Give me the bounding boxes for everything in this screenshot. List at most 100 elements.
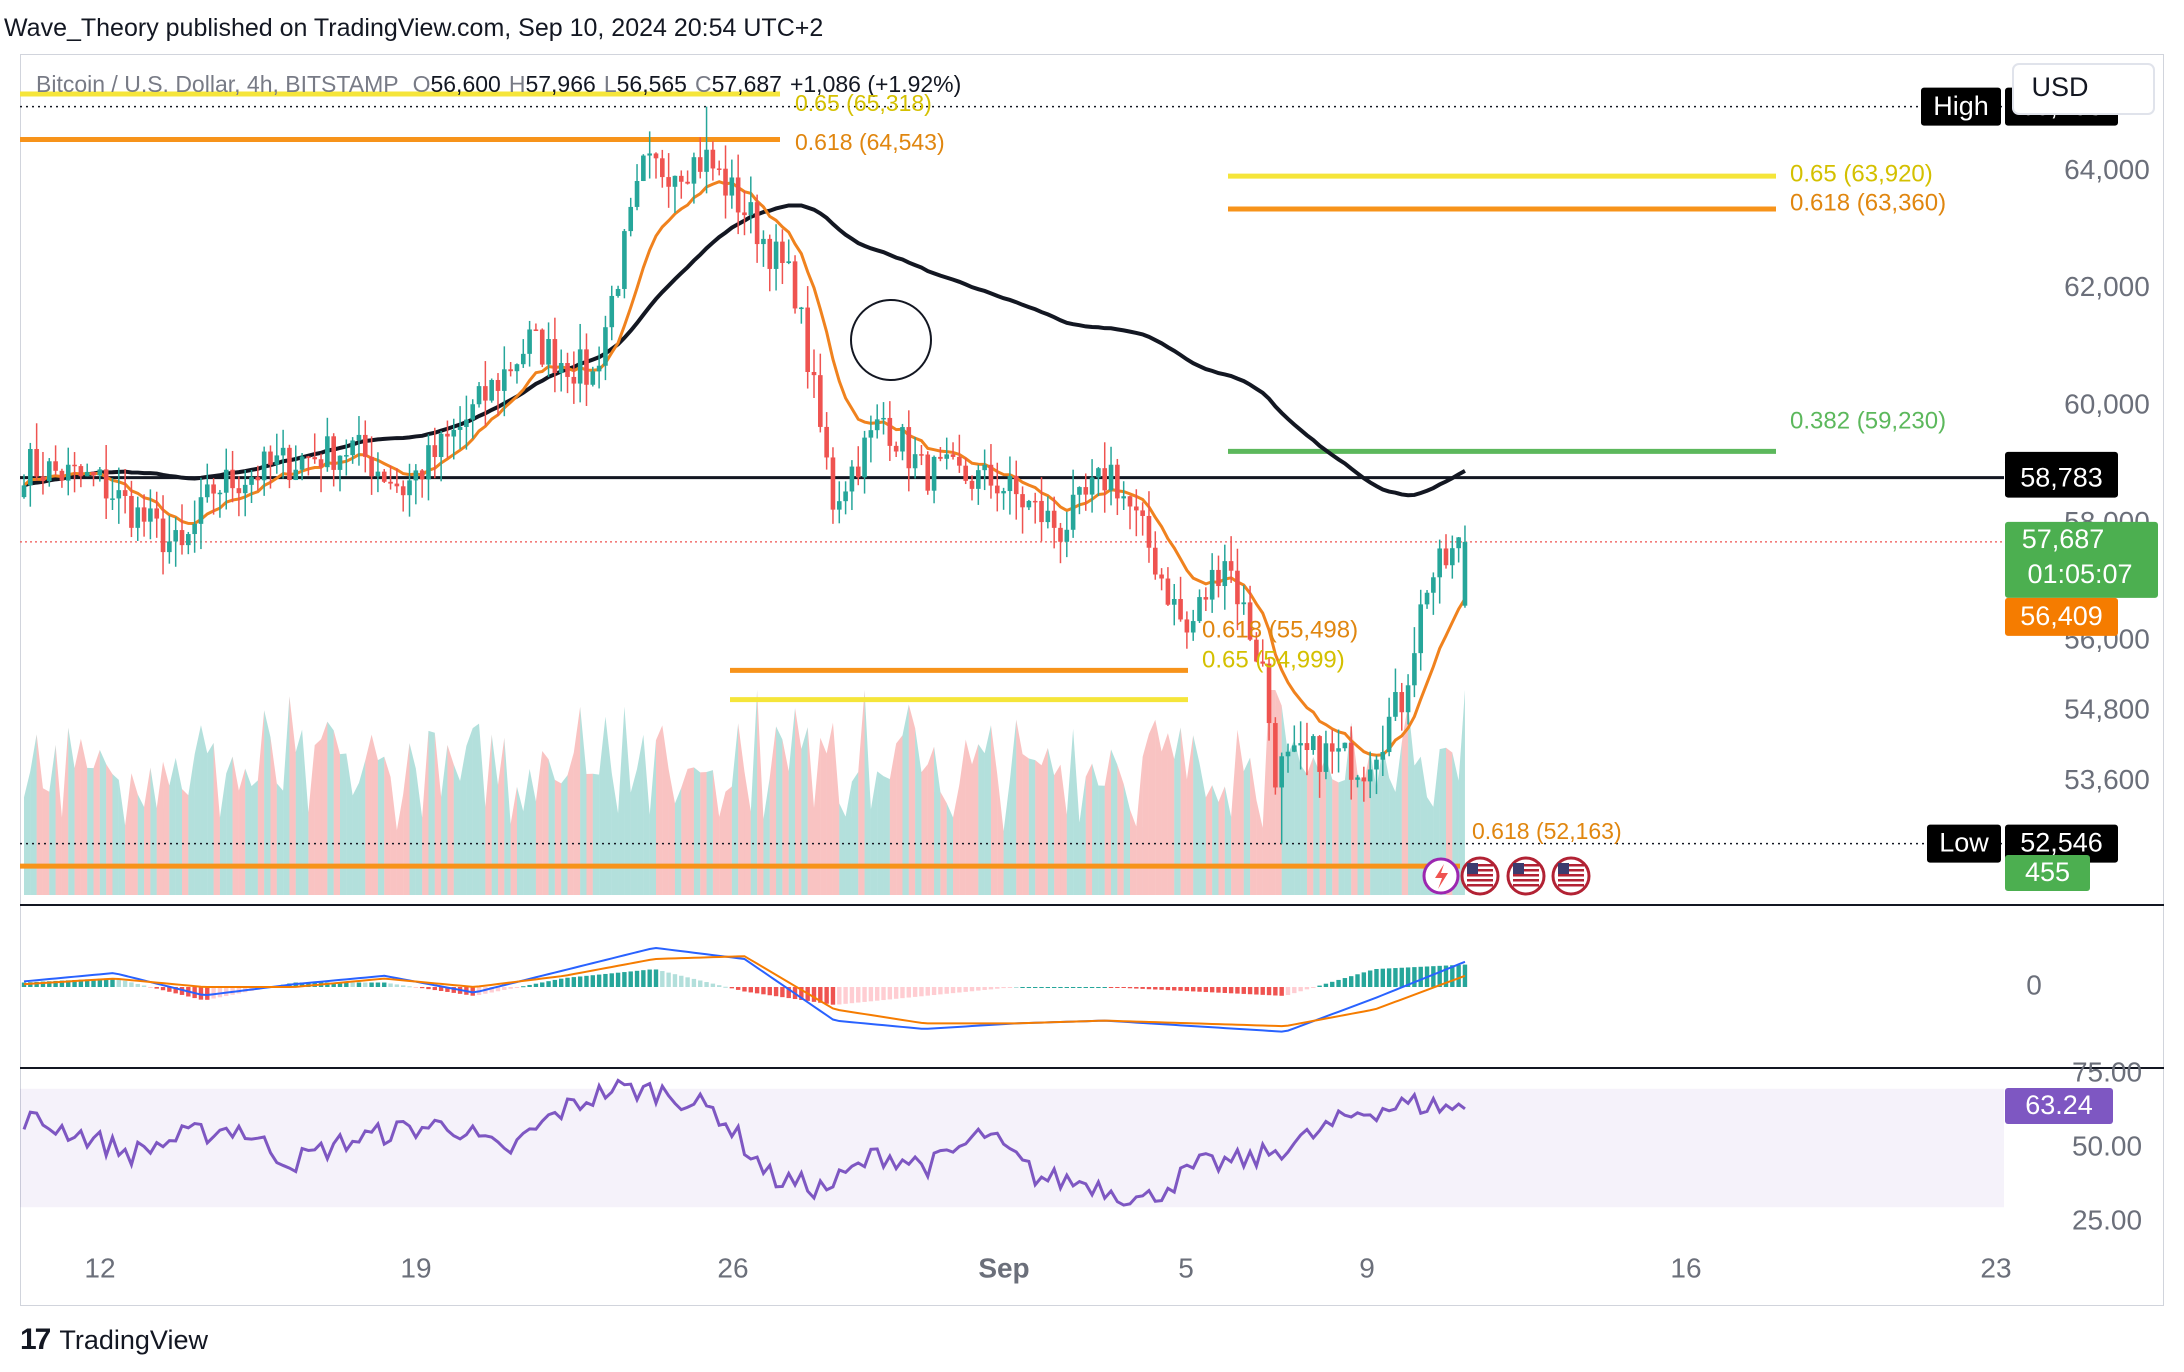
volume-area	[795, 708, 802, 895]
macd-histogram-bar	[1254, 987, 1259, 995]
volume-area	[1041, 747, 1048, 895]
footer-brand[interactable]: 17 TradingView	[20, 1322, 208, 1358]
volume-area	[219, 773, 227, 895]
macd-histogram-bar	[21, 982, 27, 987]
volume-area	[441, 744, 448, 895]
candle-body	[1102, 468, 1108, 491]
volume-area	[112, 774, 119, 895]
macd-histogram-bar	[925, 987, 930, 996]
candle-body	[1171, 599, 1177, 605]
macd-histogram-bar	[407, 986, 412, 988]
candle-body	[1374, 759, 1379, 770]
macd-histogram-bar	[167, 987, 172, 992]
candle-body	[419, 470, 425, 480]
volume-area	[466, 728, 473, 895]
low-value-tag: 52,546	[2020, 828, 2103, 858]
volume-area	[858, 690, 865, 895]
volume-area	[1363, 750, 1371, 895]
price-tick-label: 54,800	[2064, 694, 2150, 725]
volume-area	[498, 737, 505, 895]
macd-histogram-bar	[1456, 964, 1461, 987]
volume-area	[542, 750, 549, 895]
candle-body	[186, 534, 191, 546]
rsi-value-tag: 63.24	[2025, 1090, 2093, 1120]
volume-area	[340, 753, 347, 895]
volume-area	[820, 737, 827, 895]
volume-area	[1117, 764, 1124, 895]
macd-histogram-bar	[1159, 987, 1164, 990]
candle-body	[691, 157, 697, 184]
macd-histogram-bar	[224, 987, 229, 997]
macd-histogram-bar	[1330, 981, 1335, 987]
candle-body	[1273, 723, 1278, 788]
volume-area	[428, 730, 435, 895]
flag-canton	[1513, 863, 1524, 874]
volume-area	[959, 739, 966, 895]
volume-area	[706, 770, 713, 895]
macd-histogram-bar	[641, 970, 646, 987]
candle-body	[1146, 515, 1152, 548]
volume-area	[485, 734, 492, 895]
macd-histogram-bar	[160, 987, 166, 991]
macd-histogram-bar	[773, 987, 779, 997]
volume-area	[1054, 764, 1061, 895]
currency-button: USD	[2031, 72, 2088, 102]
volume-area	[479, 723, 486, 895]
macd-histogram-bar	[521, 986, 526, 988]
candle-body	[843, 491, 848, 502]
countdown-tag: 01:05:07	[2027, 559, 2132, 589]
candle-body	[824, 426, 829, 458]
candle-body	[299, 456, 305, 470]
candle-body	[697, 157, 703, 172]
currency-button-bg[interactable]	[2012, 63, 2155, 115]
legend-c-label: C	[695, 71, 712, 97]
candle-body	[91, 471, 96, 476]
candle-body	[982, 464, 987, 471]
rsi-tick-label: 25.00	[2072, 1204, 2142, 1235]
macd-histogram-bar	[388, 983, 393, 987]
volume-area	[491, 734, 498, 895]
us-flag-event-icon[interactable]	[1460, 856, 1500, 896]
candle-body	[881, 417, 886, 420]
us-flag-event-icon[interactable]	[1506, 856, 1546, 896]
candle-body	[211, 484, 216, 494]
price-tick-label: 53,600	[2064, 764, 2150, 795]
volume-area	[1028, 758, 1036, 895]
candle-body	[1115, 464, 1120, 499]
high-label-tag-bg	[1921, 87, 2001, 126]
candle-body	[584, 349, 589, 385]
macd-histogram-bar	[369, 982, 374, 987]
volume-area	[333, 730, 340, 895]
volume-area	[1250, 757, 1257, 895]
candle-body	[1013, 475, 1019, 495]
candle-body	[742, 212, 747, 216]
candle-body	[1032, 500, 1038, 503]
candle-body	[1190, 621, 1196, 633]
volume-area	[1104, 749, 1112, 895]
macd-histogram-bar	[596, 974, 602, 987]
macd-histogram-bar	[893, 987, 899, 999]
macd-histogram-bar	[691, 978, 697, 987]
candle-body	[331, 436, 336, 470]
volume-area	[188, 754, 195, 895]
us-flag-event-icon[interactable]	[1551, 856, 1591, 896]
macd-histogram-bar	[217, 987, 223, 998]
candle-body	[1443, 548, 1449, 566]
macd-histogram-bar	[129, 982, 134, 987]
volume-area	[390, 777, 397, 895]
fib-label-right-0618: 0.618 (63,360)	[1790, 189, 1946, 216]
candle-body	[660, 158, 665, 178]
macd-histogram-bar	[1405, 967, 1411, 987]
candle-body	[748, 202, 754, 216]
macd-histogram-bar	[1361, 972, 1367, 987]
flag-stripe	[1467, 874, 1493, 877]
macd-histogram-bar	[995, 987, 1000, 989]
candle-body	[129, 495, 134, 528]
macd-histogram-bar	[546, 981, 551, 987]
volume-area	[1186, 735, 1194, 895]
macd-histogram-bar	[1279, 987, 1284, 996]
candle-body	[1020, 494, 1025, 508]
macd-histogram-bar	[1367, 970, 1373, 987]
volume-area	[415, 768, 423, 895]
